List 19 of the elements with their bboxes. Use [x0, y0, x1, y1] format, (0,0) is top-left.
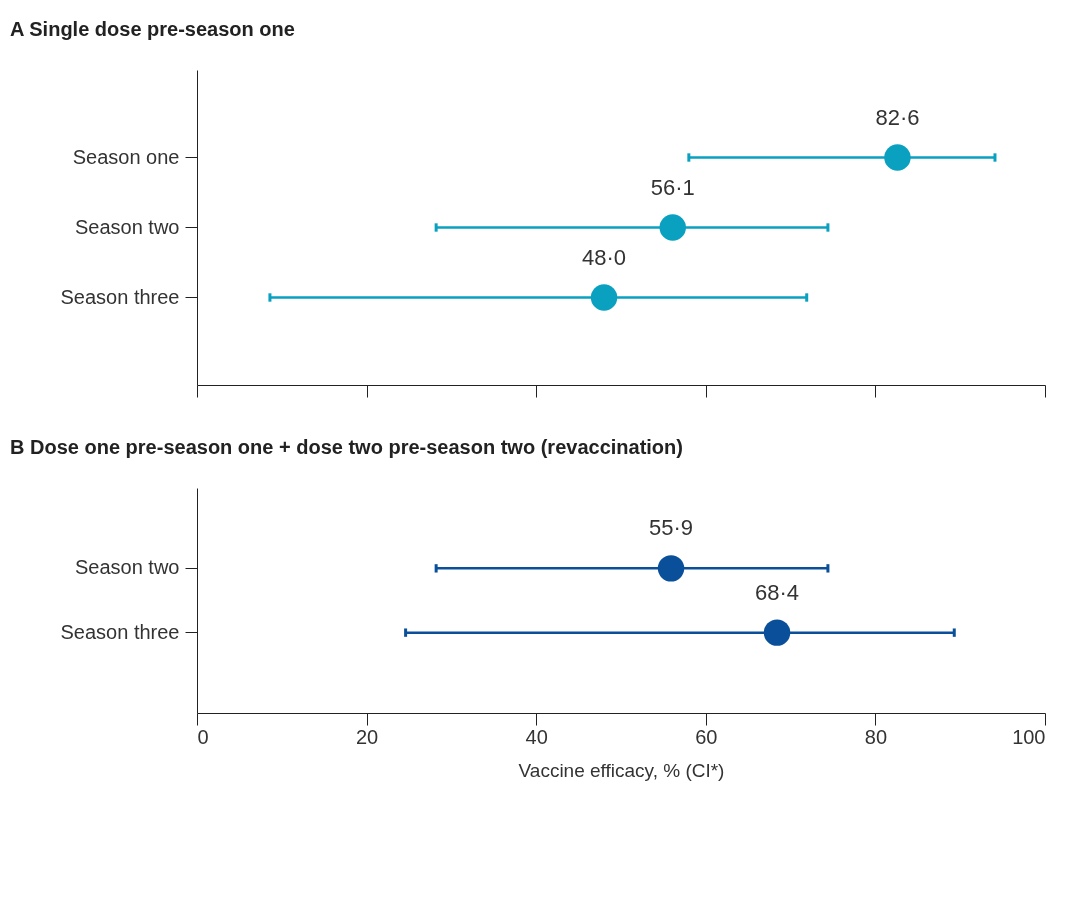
x-tick-label: 20 — [355, 725, 379, 748]
x-tick-label: 80 — [864, 725, 888, 748]
y-tick-label: Season two — [74, 215, 180, 238]
x-tick-label: 40 — [525, 725, 548, 748]
data-label: 82·6 — [875, 104, 920, 130]
data-label: 48·0 — [582, 244, 627, 270]
chart-title: B Dose one pre-season one + dose two pre-season two (revaccination) — [10, 436, 683, 458]
y-tick-label: Season three — [60, 620, 180, 643]
y-tick-label: Season two — [74, 556, 180, 579]
x-tick-label: 60 — [695, 725, 718, 748]
data-label: 68·4 — [755, 579, 800, 605]
y-tick-label: Season one — [72, 145, 180, 168]
data-label: 55·9 — [649, 515, 694, 541]
y-tick-label: Season three — [60, 285, 180, 308]
x-tick-label: 100 — [1012, 725, 1046, 748]
x-axis-title: Vaccine efficacy, % (CI*) — [518, 759, 725, 781]
x-tick-label: 0 — [197, 725, 209, 748]
chart-title: A Single dose pre-season one — [10, 18, 295, 40]
data-label: 56·1 — [650, 174, 695, 200]
